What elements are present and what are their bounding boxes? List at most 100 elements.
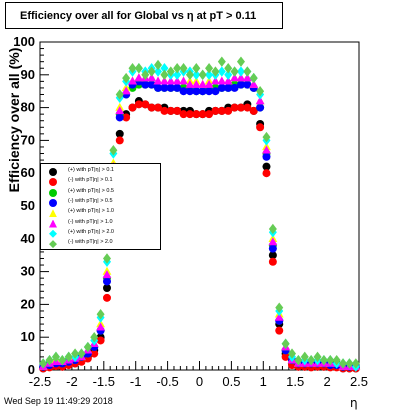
- x-axis-label: η: [350, 396, 358, 410]
- data-point: [115, 89, 124, 100]
- data-point: [96, 322, 106, 331]
- data-point: [185, 79, 195, 88]
- data-point: [160, 106, 169, 115]
- data-point: [275, 326, 284, 335]
- data-point: [191, 79, 201, 88]
- legend-label: (-) with pT|η| > 2.0: [68, 239, 113, 246]
- legend-label: (+) with pT|η| > 1.0: [68, 208, 114, 215]
- legend-marker: [49, 219, 57, 228]
- y-tick-label: 90: [21, 67, 35, 82]
- legend-marker: [49, 198, 57, 207]
- data-point: [351, 358, 360, 369]
- legend-entry: (-) with pT|η| > 0.5: [41, 198, 162, 208]
- data-point: [51, 351, 60, 363]
- data-point: [173, 63, 182, 74]
- data-point: [64, 351, 73, 363]
- data-point: [211, 106, 220, 115]
- data-point: [102, 270, 112, 279]
- data-point: [268, 244, 277, 253]
- data-point: [198, 110, 207, 119]
- legend-label: (+) with pT|η| > 0.5: [68, 187, 114, 194]
- legend-entry: (+) with pT|η| > 0.5: [41, 188, 162, 198]
- data-point: [173, 106, 182, 115]
- data-point: [115, 129, 124, 138]
- data-point: [319, 354, 328, 366]
- data-point: [198, 87, 207, 96]
- x-tick-label: -1: [130, 374, 142, 389]
- data-point: [96, 336, 105, 345]
- data-point: [326, 354, 335, 366]
- chart-title: Efficiency over all for Global vs η at p…: [20, 10, 257, 22]
- x-tick-label: -2.5: [29, 374, 51, 389]
- data-point: [102, 253, 111, 264]
- data-point: [236, 103, 245, 112]
- data-point: [166, 66, 175, 77]
- data-point: [77, 348, 86, 359]
- data-point: [102, 293, 111, 302]
- data-point: [173, 69, 182, 80]
- data-point: [172, 76, 182, 85]
- y-tick-label: 80: [21, 100, 35, 115]
- data-point: [166, 83, 175, 92]
- data-point: [275, 302, 284, 313]
- data-point: [45, 354, 54, 366]
- data-point: [134, 73, 144, 82]
- x-tick-label: 0: [196, 374, 203, 389]
- data-point: [211, 66, 220, 77]
- data-point: [243, 66, 252, 77]
- legend-marker: [49, 240, 57, 249]
- data-point: [179, 76, 188, 85]
- data-point: [185, 87, 194, 96]
- data-point: [243, 103, 252, 112]
- data-point: [249, 106, 258, 115]
- legend-label: (+) with pT|η| > 0.1: [68, 167, 114, 173]
- data-point: [204, 79, 214, 88]
- data-point: [39, 358, 48, 369]
- y-tick-label: 40: [21, 231, 35, 246]
- data-point: [307, 354, 316, 366]
- data-point: [249, 72, 258, 84]
- data-point: [268, 223, 277, 235]
- data-point: [154, 66, 163, 77]
- data-point: [236, 80, 245, 89]
- data-point: [179, 87, 188, 96]
- data-point: [102, 284, 111, 292]
- data-point: [128, 63, 137, 74]
- x-tick-label: 2: [323, 374, 330, 389]
- data-point: [115, 113, 124, 122]
- data-point: [332, 354, 341, 366]
- legend-marker: [49, 229, 57, 238]
- data-point: [236, 56, 245, 67]
- legend-label: (+) with pT|η| > 2.0: [68, 228, 114, 235]
- data-point: [262, 152, 271, 161]
- data-point: [147, 73, 157, 82]
- data-point: [262, 131, 271, 143]
- data-point: [147, 103, 156, 112]
- data-point: [147, 66, 156, 77]
- data-point: [313, 351, 322, 363]
- x-tick-label: -2: [66, 374, 78, 389]
- data-point: [102, 277, 111, 286]
- data-point: [90, 349, 99, 358]
- data-point: [166, 106, 175, 115]
- legend-marker: [49, 209, 57, 218]
- data-point: [71, 348, 80, 359]
- data-point: [160, 63, 169, 74]
- data-point: [281, 352, 290, 361]
- legend-label: (-) with pT|η| > 0.5: [68, 197, 113, 204]
- legend-entry: (+) with pT|η| > 1.0: [41, 208, 162, 218]
- data-point: [268, 251, 277, 260]
- x-tick-label: 2.5: [350, 374, 368, 389]
- timestamp-footer: Wed Sep 19 11:49:29 2018: [4, 396, 113, 406]
- data-point: [160, 83, 169, 92]
- data-point: [179, 110, 188, 119]
- data-point: [115, 136, 124, 145]
- data-point: [217, 76, 227, 85]
- data-point: [274, 312, 284, 321]
- data-point: [128, 76, 137, 85]
- data-point: [185, 110, 194, 119]
- data-point: [147, 80, 156, 89]
- data-point: [281, 338, 290, 349]
- data-point: [243, 80, 252, 89]
- data-point: [224, 83, 233, 92]
